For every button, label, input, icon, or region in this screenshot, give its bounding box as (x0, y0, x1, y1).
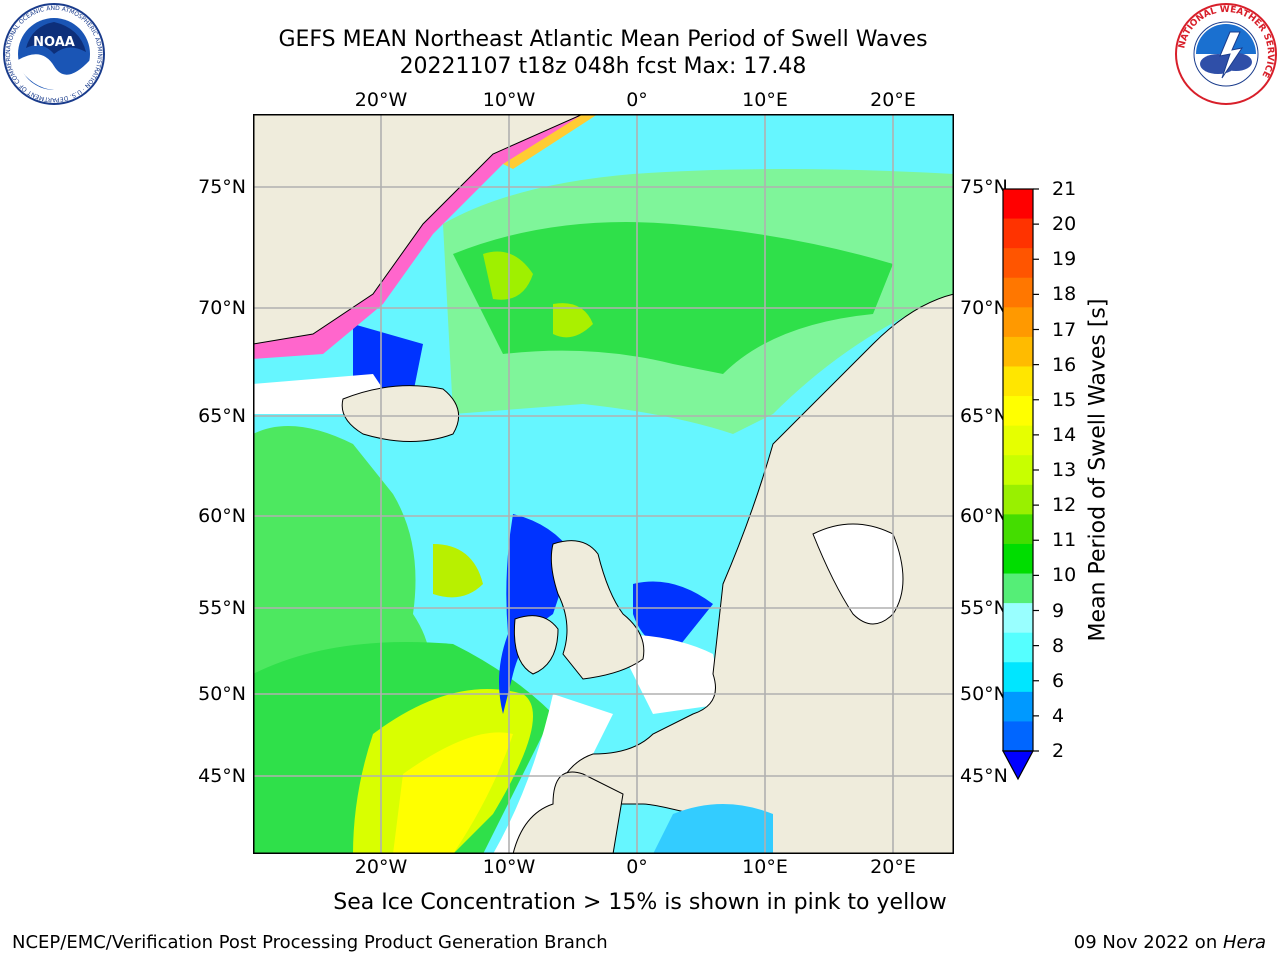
colorbar-tick-label: 15 (1052, 388, 1077, 411)
lat-label-right: 60°N (960, 505, 1008, 527)
swell-12s-west (433, 544, 483, 598)
no-data-biscay (493, 694, 613, 854)
colorbar-segment (1003, 366, 1033, 397)
lat-label-left: 75°N (198, 176, 246, 198)
lat-label-right: 45°N (960, 765, 1008, 787)
colorbar-tick-label: 19 (1052, 248, 1077, 271)
svg-text:NOAA: NOAA (33, 35, 75, 50)
colorbar-tick-label: 16 (1052, 353, 1077, 376)
sea-ice-edge (253, 114, 593, 359)
colorbar-tick-label: 9 (1052, 599, 1065, 622)
colorbar-tick-label: 13 (1052, 459, 1077, 481)
lat-label-left: 70°N (198, 297, 246, 319)
lat-label-right: 65°N (960, 405, 1008, 427)
colorbar-segment (1003, 543, 1033, 575)
swell-12s-patch (483, 251, 533, 300)
colorbar-segment (1003, 425, 1033, 456)
lon-label-bottom: 20°E (870, 856, 916, 878)
colorbar-segment (1003, 721, 1033, 752)
colorbar-tick-label: 17 (1052, 318, 1077, 341)
lon-label-top: 10°W (482, 89, 536, 111)
lon-label-bottom: 10°E (742, 856, 788, 878)
colorbar-segment (1003, 632, 1033, 663)
europe-land (552, 293, 954, 854)
colorbar-segment (1003, 336, 1033, 367)
lon-label-top: 20°W (354, 89, 408, 111)
colorbar-segment (1003, 277, 1033, 308)
swell-15s-south (393, 732, 513, 854)
colorbar-tick-label: 6 (1052, 669, 1065, 692)
generation-date: 09 Nov 2022 on Hera (1074, 932, 1266, 953)
colorbar-tick-label: 18 (1052, 283, 1077, 306)
colorbar-segment (1003, 603, 1033, 634)
swell-2-4s-north-sea (633, 581, 713, 654)
colorbar-tick-label: 20 (1052, 213, 1077, 236)
swell-12s-patch-2 (553, 303, 593, 338)
colorbar-segment (1003, 662, 1033, 693)
colorbar-tick-label: 2 (1052, 740, 1065, 762)
lat-label-right: 55°N (960, 597, 1008, 619)
great-britain-land (550, 540, 645, 680)
colorbar-tick-label: 8 (1052, 634, 1065, 657)
chart-subtitle: 20221107 t18z 048h fcst Max: 17.48 (399, 54, 807, 79)
lon-label-top: 10°E (742, 89, 788, 111)
sea-ice-note: Sea Ice Concentration > 15% is shown in … (333, 890, 947, 915)
greenland-land (253, 114, 584, 345)
colorbar-extend-arrow (1001, 750, 1035, 781)
colorbar-tick-label: 4 (1052, 704, 1065, 727)
colorbar (1000, 187, 1040, 787)
lon-label-bottom: 20°W (354, 856, 408, 878)
colorbar-tick-label: 11 (1052, 529, 1077, 552)
colorbar-segment (1003, 307, 1033, 338)
colorbar-tick-label: 14 (1052, 423, 1077, 446)
colorbar-segment (1003, 484, 1033, 515)
map-frame (253, 114, 954, 854)
lat-label-right: 50°N (960, 683, 1008, 705)
lon-label-top: 0° (626, 89, 648, 111)
graticule (253, 114, 954, 854)
iceland-land (341, 385, 460, 442)
lat-label-left: 50°N (198, 683, 246, 705)
iberia-land (512, 771, 624, 854)
colorbar-segment (1003, 691, 1033, 722)
colorbar-segment (1003, 396, 1033, 427)
forecast-map (253, 114, 954, 858)
colorbar-segment (1003, 189, 1033, 220)
colorbar-segment (1003, 218, 1033, 249)
producer-credit: NCEP/EMC/Verification Post Processing Pr… (12, 932, 608, 953)
colorbar-segment (1003, 514, 1033, 545)
machine-name: Hera (1222, 932, 1266, 953)
colorbar-segment (1003, 573, 1033, 604)
ireland-land (513, 615, 559, 675)
lon-label-bottom: 0° (626, 856, 648, 878)
lon-label-top: 20°E (870, 89, 916, 111)
noaa-logo: NATIONAL OCEANIC AND ATMOSPHERIC ADMINIS… (0, 0, 106, 110)
lat-label-left: 55°N (198, 597, 246, 619)
lat-label-left: 45°N (198, 765, 246, 787)
nws-logo: NATIONAL WEATHER SERVICE (1174, 2, 1278, 110)
colorbar-segment (1003, 248, 1033, 279)
lon-label-bottom: 10°W (482, 856, 536, 878)
lat-label-right: 75°N (960, 176, 1008, 198)
colorbar-tick-label: 12 (1052, 494, 1077, 517)
chart-title: GEFS MEAN Northeast Atlantic Mean Period… (278, 27, 928, 52)
lat-label-right: 70°N (960, 297, 1008, 319)
mediterranean-sea (653, 804, 773, 854)
date-text: 09 Nov 2022 on (1073, 932, 1223, 953)
colorbar-title: Mean Period of Swell Waves [s] (1085, 298, 1111, 642)
colorbar-tick-label: 21 (1052, 178, 1077, 200)
colorbar-segment (1003, 455, 1033, 486)
lat-label-left: 65°N (198, 405, 246, 427)
lat-label-left: 60°N (198, 505, 246, 527)
sea-ice-yellow (503, 114, 598, 169)
colorbar-tick-label: 10 (1052, 564, 1077, 587)
